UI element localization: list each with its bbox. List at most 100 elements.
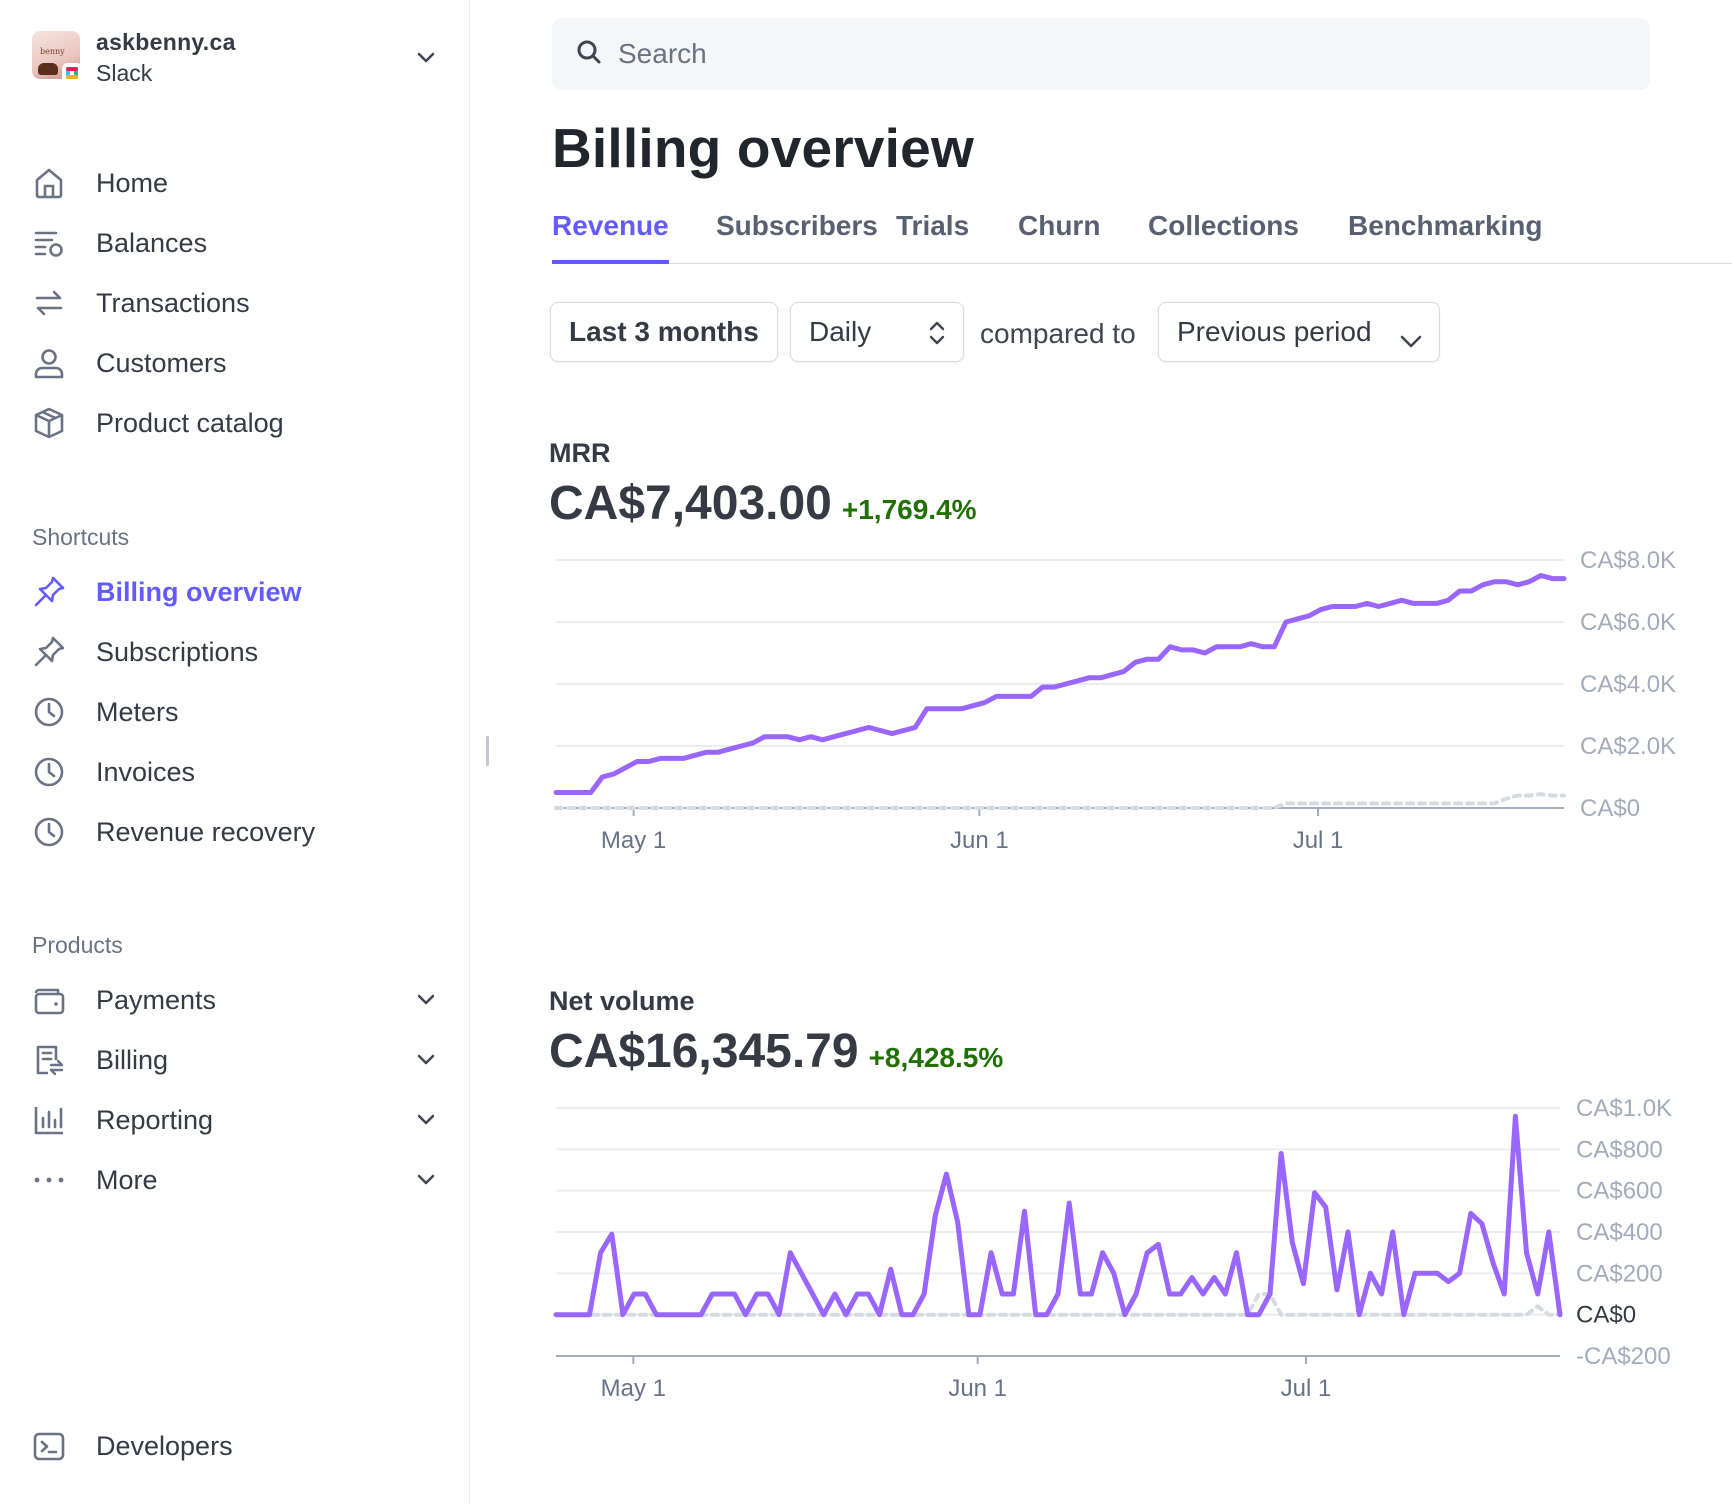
account-sub: Slack: [96, 60, 153, 86]
y-tick-label: CA$600: [1576, 1178, 1663, 1205]
x-tick-label: May 1: [601, 827, 666, 854]
box-icon: [32, 399, 80, 447]
net-volume-value: CA$16,345.79: [549, 1025, 859, 1078]
billing-icon: [32, 1036, 80, 1084]
products-heading: Products: [32, 932, 123, 958]
comparison-series-line: [554, 1292, 1562, 1317]
home-icon: [32, 159, 80, 207]
shortcut-revenue-recovery[interactable]: Revenue recovery: [32, 808, 442, 856]
comparison-select[interactable]: Previous period: [1158, 302, 1440, 362]
tab-bar: Revenue Subscribers Trials Churn Collect…: [552, 204, 1732, 264]
nav-label: Invoices: [96, 756, 196, 787]
clock-icon: [32, 748, 80, 796]
sidebar-resize-handle[interactable]: [486, 736, 489, 766]
compared-to-label: compared to: [980, 318, 1136, 349]
clock-icon: [32, 688, 80, 736]
interval-select[interactable]: Daily: [790, 302, 964, 362]
shortcut-meters[interactable]: Meters: [32, 688, 442, 736]
net-volume-value-row: CA$16,345.79 +8,428.5%: [549, 1024, 1003, 1079]
mrr-chart[interactable]: CA$0 CA$2.0K CA$4.0K CA$6.0K CA$8.0K May 1 Jun…: [470, 540, 1732, 870]
comparison-series-line: [554, 792, 1566, 810]
account-switcher[interactable]: benny askbenny.ca Slack: [32, 28, 442, 88]
nav-customers[interactable]: Customers: [32, 339, 442, 387]
tab-collections[interactable]: Collections: [1148, 210, 1299, 241]
nav-product-catalog[interactable]: Product catalog: [32, 399, 442, 447]
chevron-down-icon[interactable]: [410, 1044, 442, 1076]
nav-label: Revenue recovery: [96, 816, 316, 847]
y-tick-label: CA$4.0K: [1580, 671, 1676, 698]
shortcut-billing-overview[interactable]: Billing overview: [32, 568, 442, 616]
search-input[interactable]: Search: [618, 38, 707, 69]
nav-balances[interactable]: Balances: [32, 219, 442, 267]
tab-benchmarking[interactable]: Benchmarking: [1348, 210, 1543, 241]
y-tick-label: CA$6.0K: [1580, 609, 1676, 636]
comparison-label: Previous period: [1177, 316, 1372, 347]
nav-label: Meters: [96, 696, 179, 727]
balances-icon: [32, 219, 80, 267]
product-reporting[interactable]: Reporting: [32, 1096, 442, 1144]
customer-icon: [32, 339, 80, 387]
x-tick-label: Jul 1: [1293, 827, 1344, 854]
tab-revenue[interactable]: Revenue: [552, 210, 669, 264]
mrr-delta: +1,769.4%: [841, 494, 977, 525]
chevron-down-icon[interactable]: [410, 984, 442, 1016]
product-payments[interactable]: Payments: [32, 976, 442, 1024]
nav-label: Reporting: [96, 1104, 214, 1135]
mrr-value: CA$7,403.00: [549, 477, 832, 530]
tab-subscribers[interactable]: Subscribers: [716, 210, 878, 241]
search-icon: [576, 39, 602, 70]
pin-icon: [32, 628, 80, 676]
x-tick-label: Jul 1: [1281, 1375, 1332, 1402]
x-tick-label: Jun 1: [950, 827, 1009, 854]
chevron-updown-icon: [927, 319, 947, 354]
main-series-line: [553, 573, 1567, 795]
tab-trials[interactable]: Trials: [896, 210, 970, 241]
net-volume-title: Net volume: [549, 986, 695, 1016]
chevron-down-icon[interactable]: [410, 42, 442, 74]
net-volume-chart-svg: -CA$200 CA$0 CA$200 CA$400 CA$600 CA$800 CA$1.…: [553, 1095, 1672, 1402]
shortcut-invoices[interactable]: Invoices: [32, 748, 442, 796]
slack-icon: [62, 63, 82, 83]
nav-transactions[interactable]: Transactions: [32, 279, 442, 327]
nav-label: Payments: [96, 984, 217, 1015]
nav-home[interactable]: Home: [32, 159, 442, 207]
mrr-chart-svg: CA$0 CA$2.0K CA$4.0K CA$6.0K CA$8.0K May 1 Jun…: [553, 547, 1676, 854]
shortcuts-heading: Shortcuts: [32, 524, 130, 550]
clock-icon: [32, 808, 80, 856]
search-bar[interactable]: Search: [552, 18, 1650, 90]
net-volume-delta: +8,428.5%: [868, 1042, 1004, 1073]
main-content: Search Billing overview Revenue Subscrib…: [470, 0, 1732, 1504]
chevron-down-icon: [1399, 325, 1423, 357]
x-tick-label: Jun 1: [948, 1375, 1007, 1402]
y-tick-label: CA$0: [1576, 1302, 1636, 1329]
product-billing[interactable]: Billing: [32, 1036, 442, 1084]
y-tick-label: CA$8.0K: [1580, 547, 1676, 574]
tab-churn[interactable]: Churn: [1018, 210, 1101, 241]
x-tick-label: May 1: [601, 1375, 666, 1402]
chevron-down-icon[interactable]: [410, 1164, 442, 1196]
chevron-down-icon[interactable]: [410, 1104, 442, 1136]
nav-label: Balances: [96, 227, 208, 258]
pin-icon: [32, 568, 80, 616]
nav-label: More: [96, 1164, 158, 1195]
page-title: Billing overview: [552, 117, 974, 179]
nav-label: Subscriptions: [96, 636, 259, 667]
nav-label: Product catalog: [96, 407, 284, 438]
shortcut-subscriptions[interactable]: Subscriptions: [32, 628, 442, 676]
mrr-value-row: CA$7,403.00 +1,769.4%: [549, 476, 977, 531]
account-logo: benny: [32, 31, 82, 85]
main-series-line: [553, 1113, 1563, 1318]
y-tick-label: -CA$200: [1576, 1343, 1671, 1370]
nav-label: Billing overview: [96, 576, 302, 607]
net-volume-chart[interactable]: -CA$200 CA$0 CA$200 CA$400 CA$600 CA$800 CA$1.…: [470, 1088, 1732, 1418]
y-tick-label: CA$200: [1576, 1260, 1663, 1287]
nav-label: Transactions: [96, 287, 250, 318]
account-name: askbenny.ca: [96, 29, 236, 55]
product-more[interactable]: More: [32, 1156, 442, 1204]
terminal-icon: [32, 1422, 80, 1470]
y-tick-label: CA$2.0K: [1580, 733, 1676, 760]
nav-developers[interactable]: Developers: [32, 1422, 442, 1470]
date-range-button[interactable]: Last 3 months: [550, 302, 778, 362]
y-tick-label: CA$0: [1580, 795, 1640, 822]
transactions-icon: [32, 279, 80, 327]
